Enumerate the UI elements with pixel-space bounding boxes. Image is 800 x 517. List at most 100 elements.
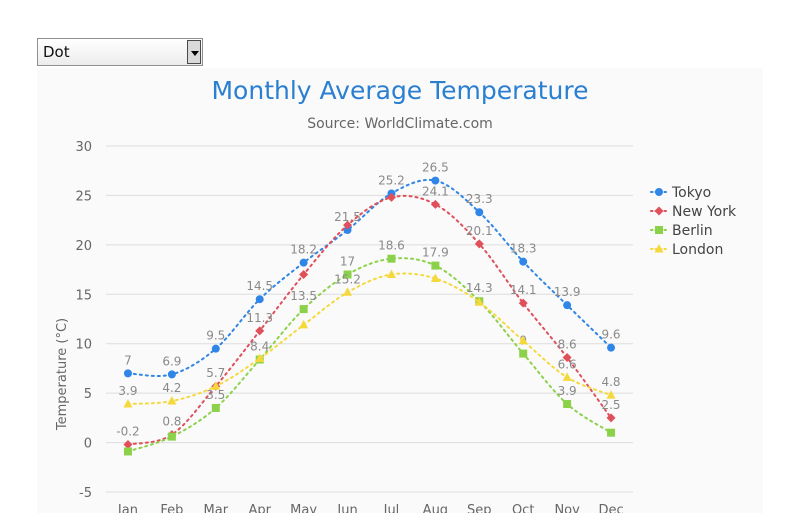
data-point-tokyo bbox=[211, 344, 220, 353]
data-label-new-york: -0.2 bbox=[116, 425, 139, 439]
legend-marker-tokyo bbox=[655, 188, 663, 196]
y-axis-title: Temperature (°C) bbox=[55, 318, 70, 431]
data-label-new-york: 20.1 bbox=[466, 224, 493, 238]
series-tokyo: 7 6.9 9.5 14.5 18.2 21.5 25.2 26.5 23.3 18.3 13.9 9… bbox=[123, 161, 621, 379]
x-tick-label: Dec bbox=[598, 503, 623, 513]
data-point-berlin bbox=[387, 254, 396, 263]
data-point-new-york bbox=[343, 220, 353, 230]
x-tick-label: Jan bbox=[117, 503, 138, 513]
series-layer: 7 6.9 9.5 14.5 18.2 21.5 25.2 26.5 23.3 18.3 13.9 9… bbox=[116, 161, 621, 456]
data-point-london bbox=[167, 396, 177, 405]
data-point-tokyo bbox=[607, 343, 616, 352]
data-point-london bbox=[255, 353, 265, 363]
y-tick-label: 15 bbox=[75, 288, 92, 303]
data-label-london: 3.9 bbox=[118, 384, 137, 398]
data-label-london: 15.2 bbox=[334, 272, 361, 286]
data-label-london: 4.2 bbox=[162, 381, 181, 395]
data-label-tokyo: 23.3 bbox=[466, 192, 493, 206]
data-label-new-york: 24.1 bbox=[422, 184, 449, 198]
data-label-berlin: 8.4 bbox=[250, 340, 269, 354]
legend-marker-berlin bbox=[655, 226, 663, 234]
x-tick-label: Sep bbox=[467, 503, 492, 513]
chart-style-value: Dot bbox=[43, 43, 70, 61]
data-label-tokyo: 6.9 bbox=[162, 354, 181, 368]
legend-marker-london bbox=[654, 244, 664, 253]
data-point-new-york bbox=[562, 353, 572, 363]
y-axis-ticks: -5 0 5 10 15 20 25 30 bbox=[75, 140, 92, 501]
data-label-london: 5.7 bbox=[206, 366, 225, 380]
legend-label-london: London bbox=[672, 242, 723, 258]
series-london: 3.9 4.2 5.7 15.2 6.6 4.8 bbox=[118, 269, 621, 408]
chart-subtitle: Source: WorldClimate.com bbox=[307, 116, 493, 132]
data-label-tokyo: 25.2 bbox=[378, 173, 405, 187]
data-point-tokyo bbox=[299, 258, 308, 267]
chart-panel: Monthly Average Temperature Source: Worl… bbox=[37, 68, 763, 517]
legend-item-london[interactable]: London bbox=[650, 242, 723, 258]
data-point-london bbox=[386, 269, 396, 279]
y-tick-label: 0 bbox=[84, 437, 92, 452]
legend-label-new-york: New York bbox=[672, 204, 737, 220]
y-tick-label: -5 bbox=[79, 486, 92, 501]
data-label-berlin: 18.6 bbox=[378, 239, 405, 253]
data-label-tokyo: 9.6 bbox=[601, 328, 620, 342]
y-tick-label: 25 bbox=[75, 189, 92, 204]
data-label-berlin: 3.9 bbox=[558, 384, 577, 398]
data-label-new-york: 0.8 bbox=[162, 415, 181, 429]
y-tick-label: 10 bbox=[75, 338, 92, 353]
series-line-london bbox=[126, 272, 613, 406]
legend-item-new-york[interactable]: New York bbox=[650, 204, 737, 220]
legend[interactable]: Tokyo New York Berlin London bbox=[650, 185, 737, 258]
data-point-tokyo bbox=[431, 176, 440, 185]
data-point-london bbox=[518, 335, 528, 345]
data-label-tokyo: 9.5 bbox=[206, 329, 225, 343]
data-label-berlin: 17 bbox=[340, 255, 355, 269]
series-new-york: -0.2 0.8 11.3 24.1 20.1 14.1 8.6 2.5 bbox=[116, 184, 621, 450]
legend-label-tokyo: Tokyo bbox=[671, 185, 711, 201]
data-point-berlin bbox=[211, 403, 220, 412]
legend-item-tokyo[interactable]: Tokyo bbox=[650, 185, 711, 201]
data-point-tokyo bbox=[519, 257, 528, 266]
data-point-new-york bbox=[518, 298, 528, 308]
data-point-new-york bbox=[430, 199, 440, 209]
data-label-berlin: 17.9 bbox=[422, 246, 449, 260]
x-tick-label: Nov bbox=[554, 503, 580, 513]
data-label-tokyo: 13.9 bbox=[554, 285, 581, 299]
dropdown-arrow-icon[interactable] bbox=[187, 40, 201, 64]
chart-style-select[interactable]: Dot bbox=[37, 38, 203, 66]
data-label-berlin: 3.5 bbox=[206, 388, 225, 402]
data-label-tokyo: 18.2 bbox=[290, 243, 317, 257]
series-line-new-york bbox=[126, 194, 613, 446]
legend-item-berlin[interactable]: Berlin bbox=[650, 223, 713, 239]
x-tick-label: Oct bbox=[512, 503, 534, 513]
x-tick-label: Jul bbox=[383, 503, 400, 513]
legend-label-berlin: Berlin bbox=[672, 223, 713, 239]
x-tick-label: Mar bbox=[204, 503, 229, 513]
data-point-berlin bbox=[167, 432, 176, 441]
data-point-london bbox=[211, 381, 221, 390]
data-point-london bbox=[430, 273, 440, 282]
data-label-tokyo: 21.5 bbox=[334, 210, 361, 224]
data-label-new-york: 11.3 bbox=[246, 311, 273, 325]
data-point-tokyo bbox=[475, 208, 484, 217]
data-label-london: 4.8 bbox=[601, 375, 620, 389]
data-point-berlin bbox=[563, 400, 572, 409]
data-point-berlin bbox=[299, 305, 308, 314]
data-point-new-york bbox=[299, 270, 309, 280]
data-label-tokyo: 14.5 bbox=[246, 279, 273, 293]
data-point-berlin bbox=[343, 270, 352, 279]
data-label-new-york: 8.6 bbox=[558, 338, 577, 352]
data-point-london bbox=[123, 399, 133, 408]
data-point-london bbox=[299, 319, 309, 329]
data-label-berlin: 14.3 bbox=[466, 281, 493, 295]
x-tick-label: Feb bbox=[160, 503, 183, 513]
data-point-tokyo bbox=[167, 370, 176, 379]
data-point-new-york bbox=[606, 413, 616, 423]
data-point-new-york bbox=[474, 239, 484, 249]
x-axis-ticks: Jan Feb Mar Apr May Jun Jul Aug Sep Oct Nov Dec bbox=[117, 503, 624, 517]
data-point-london bbox=[606, 390, 616, 399]
data-point-tokyo bbox=[255, 295, 264, 304]
x-tick-label: Aug bbox=[423, 503, 448, 513]
y-tick-label: 30 bbox=[75, 140, 92, 155]
data-point-tokyo bbox=[563, 301, 572, 310]
data-label-london: 6.6 bbox=[558, 357, 577, 371]
